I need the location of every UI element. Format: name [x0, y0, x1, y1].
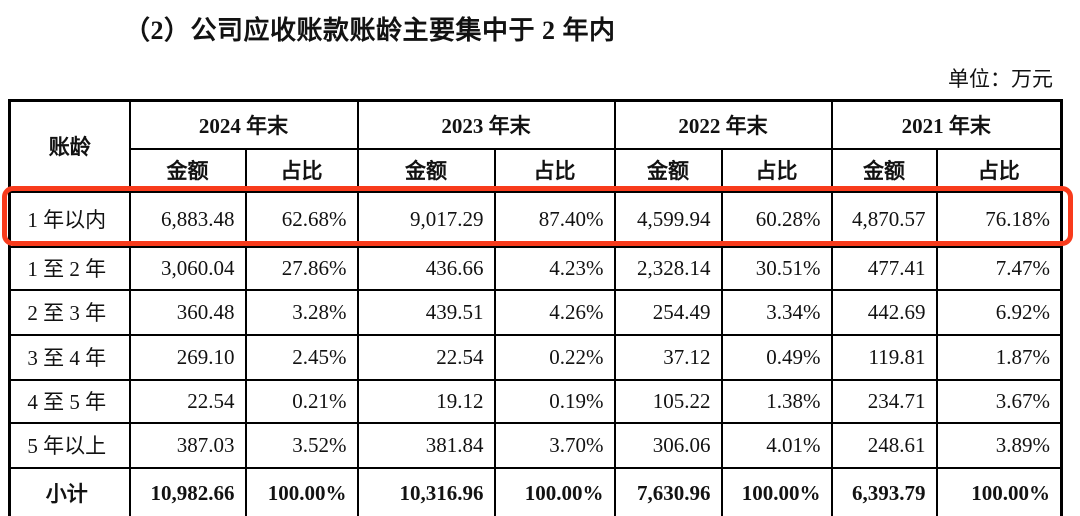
ratio-cell: 3.70%	[493, 421, 616, 469]
ratio-cell: 0.49%	[720, 333, 833, 381]
amount-cell: 22.54	[128, 378, 247, 424]
ratio-cell: 100.00%	[720, 466, 833, 516]
aging-cell: 3 至 4 年	[8, 333, 131, 381]
ratio-cell: 100.00%	[935, 466, 1063, 516]
ratio-cell: 100.00%	[493, 466, 616, 516]
header-row-years: 账龄 2024 年末 2023 年末 2022 年末 2021 年末	[8, 99, 1063, 193]
ratio-header: 占比	[244, 147, 359, 193]
amount-cell: 442.69	[830, 288, 938, 336]
ratio-cell: 4.26%	[493, 288, 616, 336]
ratio-cell: 4.23%	[493, 245, 616, 291]
aging-cell: 4 至 5 年	[8, 378, 131, 424]
page-title: （2）公司应收账款账龄主要集中于 2 年内	[124, 16, 616, 45]
aging-cell: 1 年以内	[8, 190, 131, 248]
table-row: 1 至 2 年 3,060.04 27.86% 436.66 4.23% 2,3…	[8, 245, 1063, 291]
ratio-cell: 1.87%	[935, 333, 1063, 381]
ratio-cell: 30.51%	[720, 245, 833, 291]
ratio-header: 占比	[935, 147, 1063, 193]
amount-cell: 254.49	[613, 288, 723, 336]
amount-cell: 119.81	[830, 333, 938, 381]
amount-cell: 4,870.57	[830, 190, 938, 248]
ratio-cell: 3.67%	[935, 378, 1063, 424]
ratio-header: 占比	[493, 147, 616, 193]
amount-header: 金额	[128, 147, 247, 193]
aging-cell: 2 至 3 年	[8, 288, 131, 336]
amount-cell: 9,017.29	[356, 190, 496, 248]
table-row: 5 年以上 387.03 3.52% 381.84 3.70% 306.06 4…	[8, 421, 1063, 469]
amount-cell: 2,328.14	[613, 245, 723, 291]
table-row: 2 至 3 年 360.48 3.28% 439.51 4.26% 254.49…	[8, 288, 1063, 336]
period-header-2024: 2024 年末	[128, 99, 359, 150]
amount-cell: 10,316.96	[356, 466, 496, 516]
ratio-cell: 3.34%	[720, 288, 833, 336]
amount-cell: 387.03	[128, 421, 247, 469]
ratio-cell: 87.40%	[493, 190, 616, 248]
ratio-cell: 3.52%	[244, 421, 359, 469]
amount-cell: 3,060.04	[128, 245, 247, 291]
ratio-cell: 2.45%	[244, 333, 359, 381]
table-row: 3 至 4 年 269.10 2.45% 22.54 0.22% 37.12 0…	[8, 333, 1063, 381]
amount-cell: 360.48	[128, 288, 247, 336]
ratio-cell: 60.28%	[720, 190, 833, 248]
ratio-cell: 27.86%	[244, 245, 359, 291]
amount-cell: 10,982.66	[128, 466, 247, 516]
amount-cell: 4,599.94	[613, 190, 723, 248]
amount-header: 金额	[356, 147, 496, 193]
amount-header: 金额	[830, 147, 938, 193]
period-header-2021: 2021 年末	[830, 99, 1063, 150]
amount-cell: 269.10	[128, 333, 247, 381]
ratio-cell: 3.89%	[935, 421, 1063, 469]
ratio-cell: 0.21%	[244, 378, 359, 424]
ratio-cell: 0.19%	[493, 378, 616, 424]
amount-cell: 19.12	[356, 378, 496, 424]
amount-header: 金额	[613, 147, 723, 193]
ratio-header: 占比	[720, 147, 833, 193]
table-row: 1 年以内 6,883.48 62.68% 9,017.29 87.40% 4,…	[8, 190, 1063, 248]
ratio-cell: 4.01%	[720, 421, 833, 469]
amount-cell: 22.54	[356, 333, 496, 381]
aging-table: 账龄 2024 年末 2023 年末 2022 年末 2021 年末 金额 占比…	[8, 99, 1063, 516]
amount-cell: 477.41	[830, 245, 938, 291]
ratio-cell: 76.18%	[935, 190, 1063, 248]
amount-cell: 306.06	[613, 421, 723, 469]
amount-cell: 6,883.48	[128, 190, 247, 248]
ratio-cell: 1.38%	[720, 378, 833, 424]
period-header-2022: 2022 年末	[613, 99, 833, 150]
table-row-total: 小计 10,982.66 100.00% 10,316.96 100.00% 7…	[8, 466, 1063, 516]
aging-cell: 小计	[8, 466, 131, 516]
amount-cell: 105.22	[613, 378, 723, 424]
aging-cell: 1 至 2 年	[8, 245, 131, 291]
amount-cell: 381.84	[356, 421, 496, 469]
table-row: 4 至 5 年 22.54 0.21% 19.12 0.19% 105.22 1…	[8, 378, 1063, 424]
ratio-cell: 6.92%	[935, 288, 1063, 336]
amount-cell: 37.12	[613, 333, 723, 381]
aging-cell: 5 年以上	[8, 421, 131, 469]
header-row-subheaders: 金额 占比 金额 占比 金额 占比 金额 占比	[10, 147, 1063, 193]
unit-label: 单位：万元	[948, 67, 1053, 91]
amount-cell: 248.61	[830, 421, 938, 469]
ratio-cell: 62.68%	[244, 190, 359, 248]
aging-header-cell: 账龄	[8, 99, 131, 193]
period-header-2023: 2023 年末	[356, 99, 616, 150]
ratio-cell: 0.22%	[493, 333, 616, 381]
amount-cell: 6,393.79	[830, 466, 938, 516]
ratio-cell: 7.47%	[935, 245, 1063, 291]
amount-cell: 436.66	[356, 245, 496, 291]
amount-cell: 234.71	[830, 378, 938, 424]
amount-cell: 7,630.96	[613, 466, 723, 516]
ratio-cell: 100.00%	[244, 466, 359, 516]
amount-cell: 439.51	[356, 288, 496, 336]
ratio-cell: 3.28%	[244, 288, 359, 336]
